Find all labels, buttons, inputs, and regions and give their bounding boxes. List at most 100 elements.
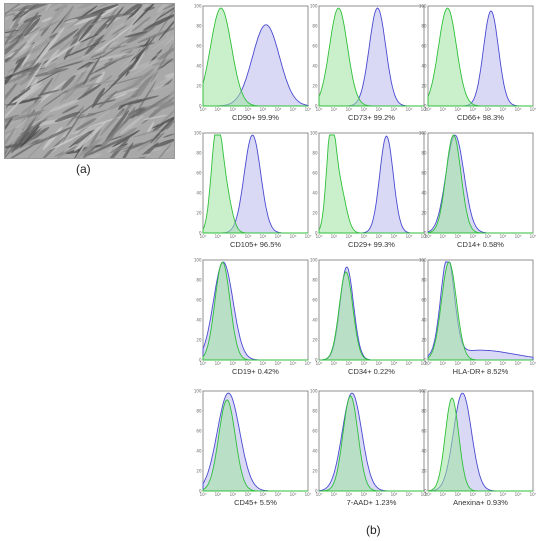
x-tick-label: 10⁰	[316, 107, 323, 112]
cell-shape	[86, 35, 96, 47]
cell-shape	[19, 71, 38, 86]
cell-shape	[37, 136, 65, 158]
x-tick-label: 10⁵	[275, 107, 282, 112]
cell-shape	[100, 5, 119, 17]
cell-shape	[20, 70, 61, 93]
y-tick-label: 0	[199, 489, 202, 494]
x-tick-label: 10⁴	[485, 361, 492, 366]
x-tick-label: 10⁷	[421, 361, 428, 366]
cell-culture-micrograph	[4, 3, 175, 159]
cell-shape	[33, 114, 56, 122]
cell-shape	[84, 34, 105, 56]
x-tick-label: 10¹	[215, 361, 222, 366]
cell-shape	[37, 89, 61, 96]
y-tick-label: 80	[196, 278, 202, 283]
x-tick-label: 10⁵	[500, 492, 507, 497]
y-tick-label: 100	[194, 131, 202, 136]
cell-shape	[59, 5, 74, 29]
y-tick-label: 60	[312, 298, 318, 303]
cell-shape	[137, 25, 174, 43]
y-tick-label: 100	[194, 389, 202, 394]
x-tick-label: 10³	[470, 361, 477, 366]
y-tick-label: 20	[196, 338, 202, 343]
x-tick-label: 10⁵	[391, 492, 398, 497]
cell-shape	[94, 71, 105, 87]
cell-shape	[48, 61, 83, 72]
cell-shape	[142, 13, 174, 31]
cell-shape	[75, 137, 103, 158]
histogram-panel: 0 20 40 60 80 100 10⁰ 10¹ 10² 10³ 10⁴ 10⁵ 10⁶ 10⁷ CD45…	[194, 389, 312, 508]
histogram-panel: 0 20 40 60 80 100 10⁰ 10¹ 10² 10³ 10⁴ 10⁵ 10⁶ 10⁷ CD10…	[194, 131, 312, 250]
x-tick-label: 10⁷	[305, 107, 312, 112]
cell-shape	[162, 4, 174, 10]
cell-shape	[107, 96, 134, 110]
y-tick-label: 20	[312, 469, 318, 474]
cell-shape	[72, 17, 94, 39]
y-tick-label: 20	[196, 211, 202, 216]
y-tick-label: 40	[421, 449, 427, 454]
y-tick-label: 40	[196, 191, 202, 196]
marker-percentage-label: CD105+ 96.5%	[230, 240, 281, 249]
cell-shape	[11, 87, 31, 102]
x-tick-label: 10⁰	[200, 234, 207, 239]
cell-shape	[5, 15, 23, 52]
y-tick-label: 20	[421, 84, 427, 89]
cell-shape	[150, 114, 174, 144]
x-tick-label: 10³	[245, 492, 252, 497]
cell-shape	[158, 15, 174, 41]
x-tick-label: 10⁷	[305, 234, 312, 239]
cell-shape	[145, 40, 174, 61]
cell-shape	[132, 8, 142, 19]
x-tick-label: 10⁶	[406, 107, 413, 112]
cell-shape	[5, 26, 22, 34]
cell-shape	[76, 132, 90, 142]
cell-shape	[83, 145, 97, 158]
y-tick-label: 40	[421, 318, 427, 323]
x-tick-label: 10²	[230, 107, 237, 112]
cell-shape	[141, 35, 156, 55]
y-tick-label: 40	[312, 191, 318, 196]
cell-shape	[114, 93, 128, 99]
y-tick-label: 0	[199, 358, 202, 363]
y-tick-label: 80	[421, 409, 427, 414]
cell-shape	[120, 66, 156, 92]
y-tick-label: 40	[196, 64, 202, 69]
cell-shape	[79, 153, 103, 158]
x-tick-label: 10³	[361, 107, 368, 112]
cell-shape	[89, 4, 119, 15]
cell-shape	[75, 117, 97, 131]
y-tick-label: 60	[421, 44, 427, 49]
marker-percentage-label: CD14+ 0.58%	[457, 240, 504, 249]
x-tick-label: 10³	[245, 234, 252, 239]
cell-shape	[123, 4, 146, 16]
x-tick-label: 10³	[361, 361, 368, 366]
y-tick-label: 20	[196, 84, 202, 89]
cell-shape	[118, 95, 160, 107]
cell-shape	[73, 14, 101, 26]
cell-shape	[107, 73, 152, 87]
x-tick-label: 10⁷	[421, 107, 428, 112]
cell-shape	[137, 153, 151, 158]
x-tick-label: 10³	[470, 234, 477, 239]
cell-shape	[33, 68, 69, 77]
x-tick-label: 10¹	[215, 492, 222, 497]
histogram-panel: 0 20 40 60 80 100 10⁰ 10¹ 10² 10³ 10⁴ 10⁵ 10⁶ 10⁷ Anex…	[419, 389, 537, 508]
x-tick-label: 10⁰	[200, 492, 207, 497]
x-tick-label: 10²	[230, 234, 237, 239]
y-tick-label: 60	[196, 44, 202, 49]
cell-shape	[20, 134, 52, 158]
cell-shape	[36, 62, 57, 74]
x-tick-label: 10²	[230, 492, 237, 497]
x-tick-label: 10³	[470, 492, 477, 497]
y-tick-label: 100	[419, 4, 427, 9]
y-tick-label: 80	[312, 278, 318, 283]
cell-shape	[154, 138, 174, 148]
y-tick-label: 0	[315, 358, 318, 363]
cell-shape	[61, 104, 79, 114]
cell-shape	[5, 140, 40, 158]
y-tick-label: 60	[421, 298, 427, 303]
histogram-panel: 0 20 40 60 80 100 10⁰ 10¹ 10² 10³ 10⁴ 10⁵ 10⁶ 10⁷ 7-AA…	[310, 389, 428, 508]
cell-shape	[71, 90, 86, 97]
cell-shape	[151, 30, 174, 51]
y-tick-label: 60	[421, 429, 427, 434]
